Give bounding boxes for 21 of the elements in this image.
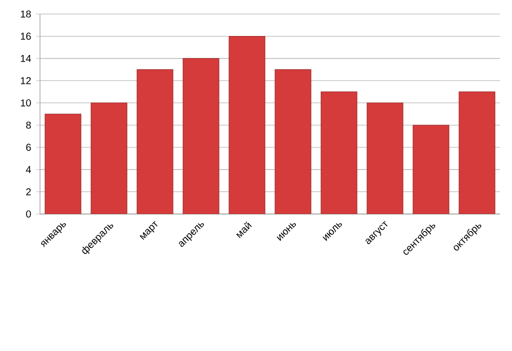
y-tick-label: 6 <box>26 144 31 151</box>
y-tick-label: 16 <box>20 32 31 40</box>
bar <box>182 58 220 214</box>
bar <box>136 69 174 214</box>
y-tick-label: 14 <box>20 55 31 62</box>
y-tick-label: 10 <box>20 99 31 106</box>
y-tick-label: 4 <box>26 166 31 173</box>
x-tick-label: май <box>236 221 252 238</box>
bar <box>274 69 312 214</box>
y-tick-label: 0 <box>26 210 31 218</box>
bar <box>366 102 404 214</box>
y-tick-label: 8 <box>26 122 31 129</box>
y-tick-label: 18 <box>20 10 31 18</box>
bar <box>458 92 496 214</box>
bar <box>412 124 450 214</box>
bar <box>90 102 128 214</box>
bar <box>228 36 266 214</box>
y-tick-label: 12 <box>20 77 31 84</box>
bar <box>44 114 82 214</box>
y-tick-label: 2 <box>26 188 31 196</box>
bar <box>320 92 358 214</box>
